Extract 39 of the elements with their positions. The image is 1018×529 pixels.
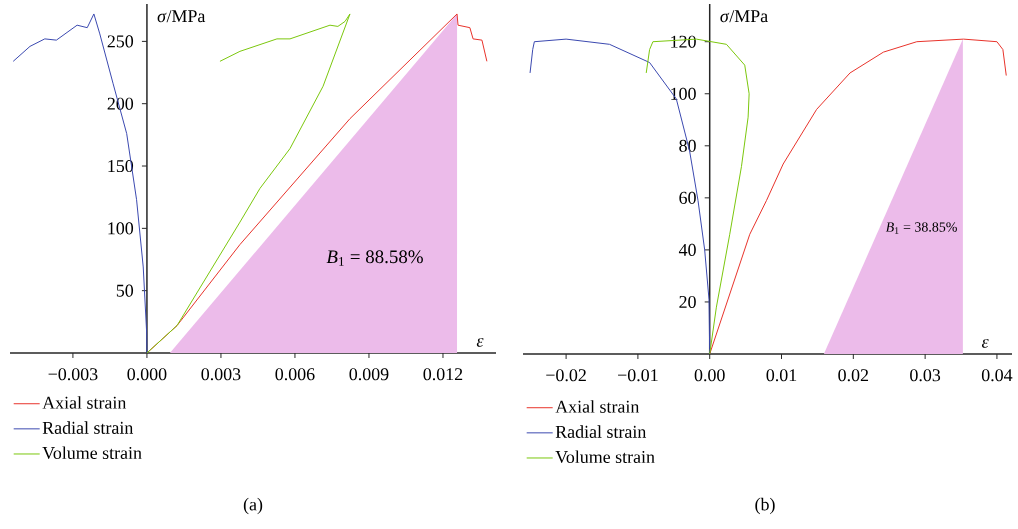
x-tick-label: 0.012 bbox=[423, 368, 463, 381]
legend-label: Volume strain bbox=[42, 446, 142, 460]
x-tick-label: 0.000 bbox=[127, 368, 167, 381]
y-axis-title: σ/MPa bbox=[157, 10, 206, 23]
line-series bbox=[12, 13, 148, 354]
y-tick-label: 250 bbox=[107, 35, 134, 48]
y-tick-label: 100 bbox=[108, 222, 134, 235]
annotation: B$_{1}$ = 38.85% bbox=[885, 222, 957, 234]
legend-label: Radial strain bbox=[42, 421, 134, 434]
line-series bbox=[709, 38, 1007, 355]
text: (a) bbox=[243, 497, 263, 515]
legend-label: Axial strain bbox=[42, 396, 127, 409]
legend-label: Volume strain bbox=[555, 450, 655, 464]
x-tick-label: 0.03 bbox=[910, 369, 941, 382]
y-tick-label: 50 bbox=[116, 284, 134, 297]
y-tick-label: 60 bbox=[679, 191, 696, 204]
y-tick-label: 200 bbox=[107, 97, 134, 110]
annotation: B$_{1}$ = 88.58% bbox=[326, 250, 423, 266]
y-tick-label: 80 bbox=[679, 139, 696, 152]
y-tick-label: 40 bbox=[678, 243, 696, 256]
x-axis-title: ε bbox=[476, 338, 484, 347]
x-tick-label: 0.00 bbox=[694, 369, 725, 382]
text: (b) bbox=[755, 497, 775, 515]
x-tick-label: −0.02 bbox=[546, 369, 586, 382]
x-axis-title: ε bbox=[981, 339, 989, 348]
legend-label: Axial strain bbox=[555, 400, 640, 413]
x-tick-label: −0.003 bbox=[48, 368, 98, 381]
x-tick-label: 0.02 bbox=[838, 369, 869, 382]
x-tick-label: 0.009 bbox=[349, 368, 389, 381]
legend-label: Radial strain bbox=[555, 425, 647, 438]
y-tick-label: 150 bbox=[108, 159, 134, 173]
y-axis-title: σ/MPa bbox=[720, 10, 768, 23]
x-tick-label: 0.003 bbox=[201, 368, 241, 381]
y-tick-label: 100 bbox=[671, 87, 696, 100]
x-tick-label: 0.006 bbox=[275, 368, 315, 381]
x-tick-label: −0.01 bbox=[618, 369, 658, 382]
y-tick-label: 20 bbox=[679, 295, 696, 308]
x-tick-label: 0.01 bbox=[766, 369, 797, 382]
x-tick-label: 0.04 bbox=[981, 369, 1013, 382]
